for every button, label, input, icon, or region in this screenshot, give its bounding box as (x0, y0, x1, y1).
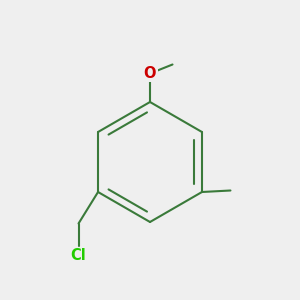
Text: Cl: Cl (71, 248, 86, 262)
Text: O: O (144, 66, 156, 81)
